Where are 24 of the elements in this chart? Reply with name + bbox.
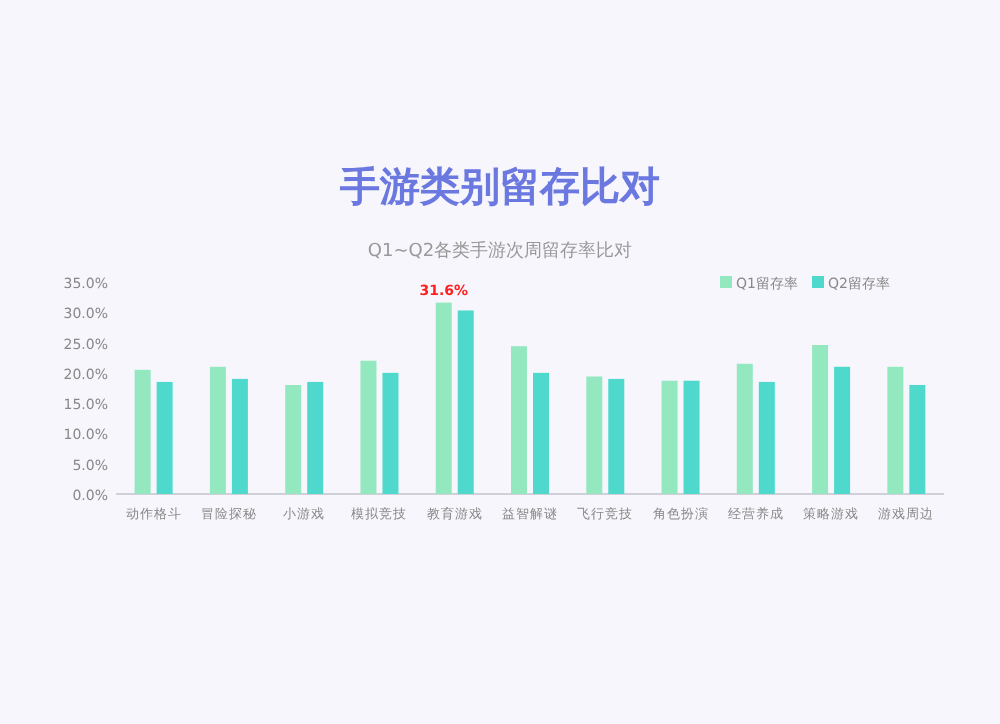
- bar: [683, 380, 700, 494]
- bar: [533, 372, 549, 494]
- chart-subtitle: Q1~Q2各类手游次周留存率比对: [367, 240, 633, 262]
- bar: [156, 381, 173, 494]
- bar: [586, 376, 603, 494]
- bar: [758, 381, 775, 494]
- bar: [231, 378, 248, 494]
- bar: [812, 344, 829, 494]
- bar: [834, 366, 851, 494]
- bar: [382, 372, 399, 494]
- bar: [360, 360, 377, 494]
- bar: [511, 346, 527, 494]
- bar: [435, 302, 452, 494]
- bar: [909, 384, 926, 494]
- bar: [608, 378, 625, 494]
- bar: [307, 381, 324, 494]
- bar: [736, 363, 753, 494]
- bar: [134, 369, 151, 494]
- bar: [285, 384, 302, 494]
- bar: [457, 310, 474, 494]
- bar: [887, 366, 904, 494]
- bar: [661, 380, 678, 494]
- chart-title: 手游类别留存比对: [338, 162, 660, 210]
- bar: [209, 366, 226, 494]
